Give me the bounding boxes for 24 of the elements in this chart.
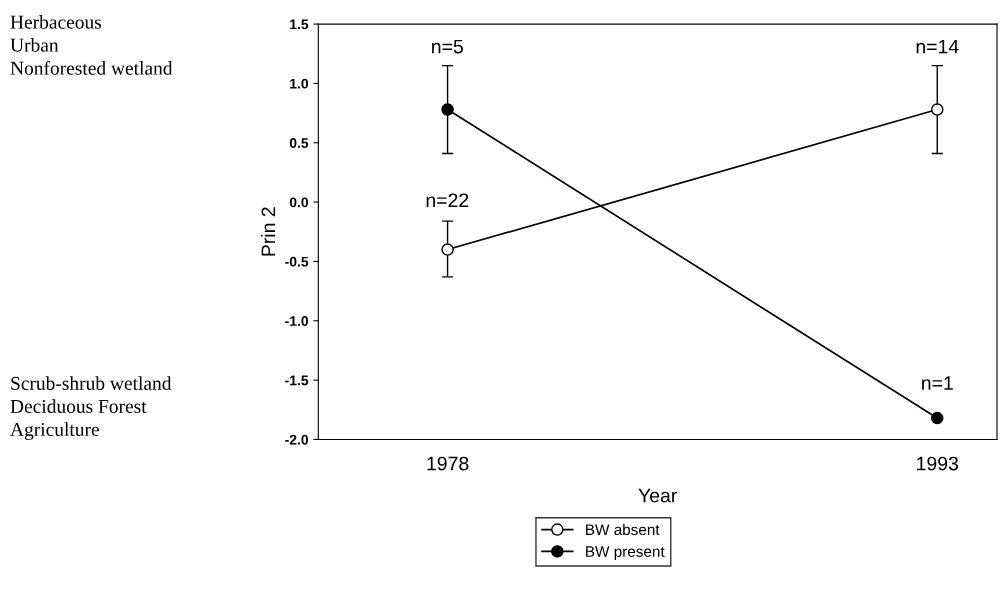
y-tick-label: -1.5	[285, 375, 309, 386]
y-tick-label: 0.0	[289, 197, 309, 208]
y-tick-label: 1.0	[290, 78, 309, 89]
point	[441, 103, 454, 116]
y-axis-title: Prin 2	[260, 207, 276, 256]
annotation: n=14	[916, 39, 959, 54]
point	[931, 103, 944, 116]
annotation: n=1	[922, 376, 953, 390]
text: Scrub-shrub wetland Deciduous Forest Agriculture	[10, 376, 172, 440]
point	[441, 243, 454, 256]
y-tick-label: 1.5	[290, 19, 309, 30]
y-tick-label: 0.5	[289, 138, 309, 148]
annotation: n=5	[432, 39, 463, 54]
x-tick-label: 1993	[917, 456, 959, 471]
x-axis-title: Year	[638, 488, 677, 503]
x-tick-label: 1978	[427, 456, 469, 471]
legend-label: BW present	[586, 546, 665, 560]
y-tick-label: -1.0	[285, 316, 309, 326]
legend-label: BW absent	[586, 523, 660, 536]
point	[931, 411, 944, 425]
y-tick-label: -2.0	[285, 434, 309, 445]
annotation: n=22	[426, 193, 469, 207]
text: Herbaceous Urban Nonforested wetland	[10, 15, 173, 75]
y-tick-label: -0.5	[285, 256, 309, 267]
